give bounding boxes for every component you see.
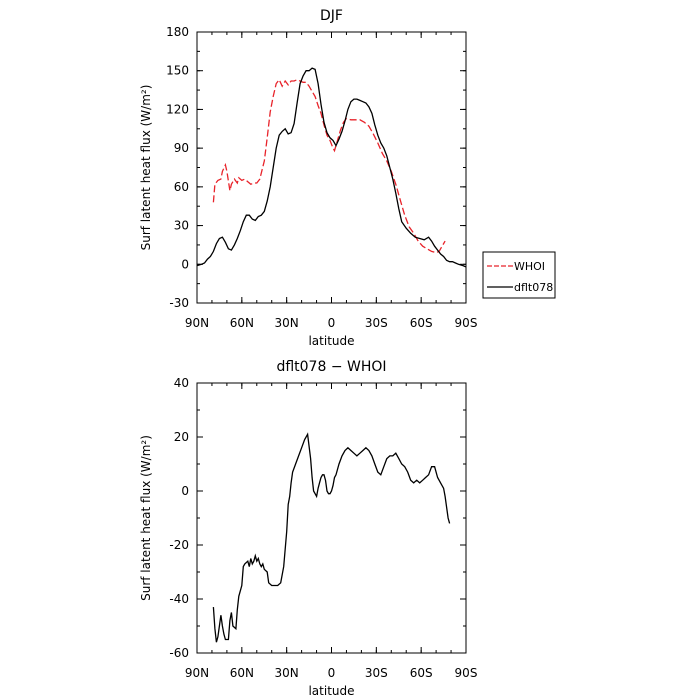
- c0-ytick-label: 150: [166, 64, 189, 78]
- c1-xtick-label: 30S: [365, 666, 388, 680]
- c0-ytick-label: -30: [169, 296, 189, 310]
- c0-x-axis-label: latitude: [308, 334, 354, 348]
- c0-ytick-label: 180: [166, 25, 189, 39]
- c0-ytick-label: 0: [181, 257, 189, 271]
- c0-series-line-dflt078: [197, 67, 466, 268]
- bottom-chart-panel: dflt078 − WHOI -60 -40 -20 0 20 40 90N 60N 30N 0 30…: [139, 359, 477, 698]
- c1-ytick-label: -20: [169, 538, 189, 552]
- c0-title: DJF: [320, 8, 343, 24]
- c1-x-axis-label: latitude: [308, 684, 354, 698]
- c0-ytick-label: 60: [174, 180, 189, 194]
- c1-xtick-label: 0: [328, 666, 336, 680]
- c1-xtick-label: 30N: [275, 666, 299, 680]
- top-chart-panel: DJF -30 0 30 60 90 120 150 180 90N 60N 30N 0 30S 60S 90…: [139, 8, 556, 348]
- c0-ytick-label: 30: [174, 219, 189, 233]
- c1-series-line-difference: [212, 432, 451, 643]
- c0-xtick-label: 30N: [275, 316, 299, 330]
- c1-xtick-label: 90S: [455, 666, 478, 680]
- c1-y-axis-label: Surf latent heat flux (W/m²): [139, 435, 153, 601]
- c0-ytick-label: 120: [166, 102, 189, 116]
- c0-xtick-label: 90N: [185, 316, 209, 330]
- c0-xtick-label: 30S: [365, 316, 388, 330]
- c1-ytick-label: 40: [174, 376, 189, 390]
- c0-ytick-label: 90: [174, 141, 189, 155]
- c1-title: dflt078 − WHOI: [276, 359, 386, 375]
- c0-series-line-whoi: [212, 78, 446, 254]
- c0-xtick-label: 90S: [455, 316, 478, 330]
- c1-xtick-label: 60S: [410, 666, 433, 680]
- c0-xtick-label: 0: [328, 316, 336, 330]
- c1-xtick-label: 90N: [185, 666, 209, 680]
- c1-ytick-label: -40: [169, 592, 189, 606]
- c0-plot-frame: [196, 31, 467, 304]
- legend-label-whoi: WHOI: [514, 260, 545, 273]
- legend-label-dflt078: dflt078: [514, 281, 553, 294]
- c1-ytick-label: 20: [174, 430, 189, 444]
- c0-xtick-label: 60S: [410, 316, 433, 330]
- c0-xtick-label: 60N: [230, 316, 254, 330]
- c0-y-axis-label: Surf latent heat flux (W/m²): [139, 85, 153, 251]
- legend-box: [482, 251, 556, 299]
- c1-ytick-label: -60: [169, 646, 189, 660]
- c1-ytick-label: 0: [181, 484, 189, 498]
- c1-xtick-label: 60N: [230, 666, 254, 680]
